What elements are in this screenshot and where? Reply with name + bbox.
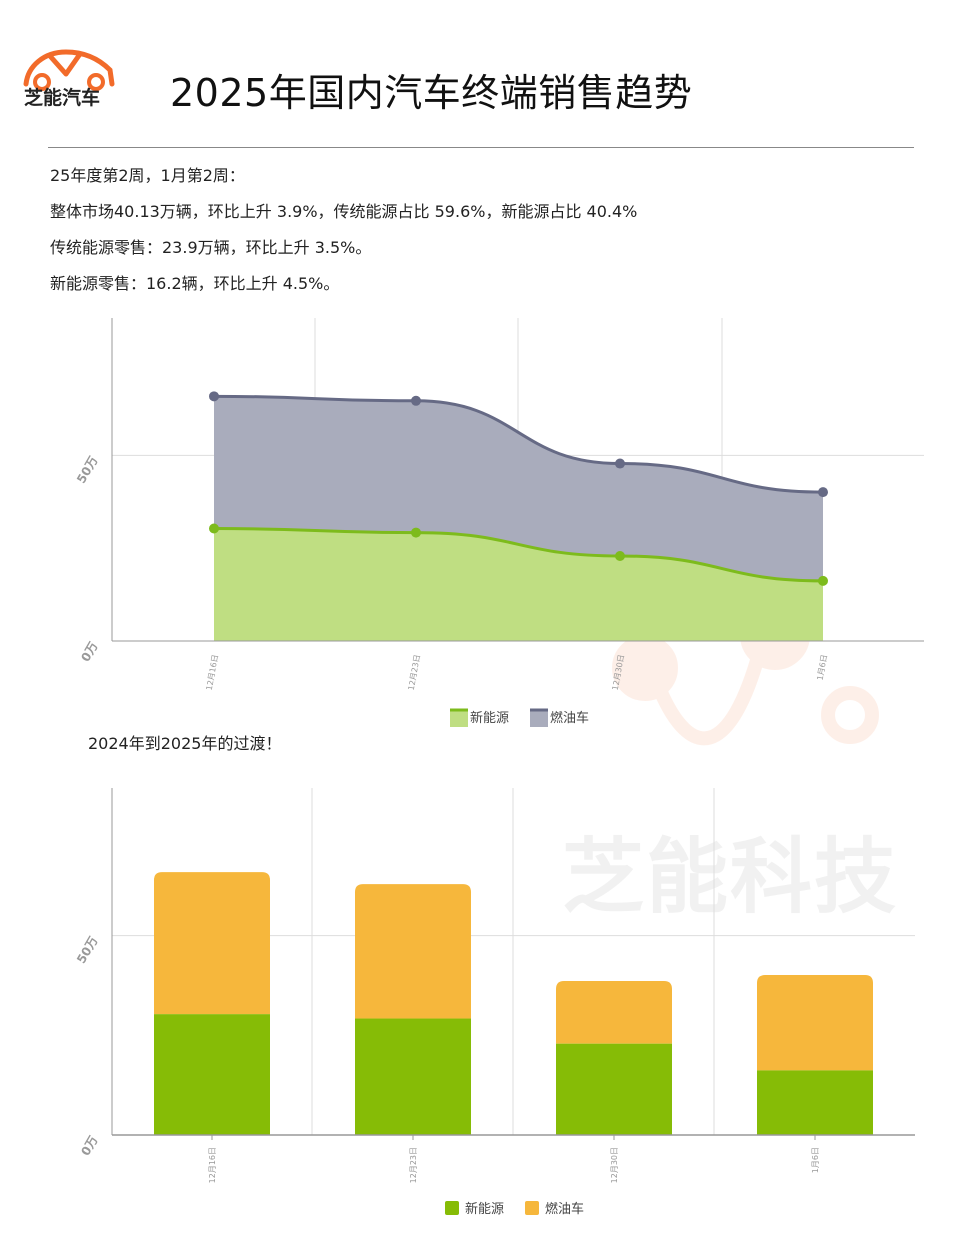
area-nev-point-0: [209, 523, 219, 534]
summary-line-3: 传统能源零售：23.9万辆，环比上升 3.5%。: [50, 238, 372, 257]
header-divider: [48, 147, 914, 148]
area-chart-lines: [213, 394, 824, 583]
bar-legend-label-nev: 新能源: [465, 1201, 504, 1217]
bar-ice-2: [556, 981, 672, 1044]
car-logo-icon: [23, 49, 115, 91]
bar-ytick-label-0: 0万: [78, 1134, 100, 1159]
page-title: 2025年国内汽车终端销售趋势: [170, 71, 693, 115]
bar-legend-swatch-nev: [445, 1201, 459, 1215]
header: 芝能汽车 2025年国内汽车终端销售趋势: [0, 0, 960, 140]
watermark-text: 芝能科技: [562, 830, 899, 925]
area-legend-swatch-nev: [450, 709, 468, 727]
bar-xtick-label-3: 1月6日: [811, 1147, 820, 1173]
bar-ice-1: [355, 884, 471, 1019]
bar-xtick-label-2: 12月30日: [610, 1147, 619, 1183]
area-nev-point-2: [615, 550, 625, 561]
bar-nev-3: [757, 1070, 873, 1135]
bar-nev-2: [556, 1043, 672, 1135]
bar-xtick-label-0: 12月16日: [208, 1147, 217, 1183]
area-ice-line: [213, 394, 824, 494]
area-legend-label-ice: 燃油车: [550, 710, 589, 726]
bar-nev-0: [154, 1014, 270, 1135]
bar-ice-3: [757, 975, 873, 1071]
summary-line-1: 25年度第2周，1月第2周：: [50, 166, 245, 185]
area-ice-point-2: [615, 458, 625, 469]
summary-block: 25年度第2周，1月第2周： 整体市场40.13万辆，环比上升 3.9%，传统能…: [50, 158, 637, 302]
summary-line-4: 新能源零售：16.2辆，环比上升 4.5%。: [50, 274, 340, 293]
area-ice-point-1: [411, 395, 421, 406]
area-nev-point-1: [411, 527, 421, 538]
area-nev-point-3: [818, 575, 828, 586]
area-chart-points: [209, 391, 828, 586]
bar-chart-legend: 新能源 燃油车: [445, 1201, 584, 1217]
area-nev-line: [213, 527, 824, 583]
area-xtick-label-3: 1月6日: [816, 654, 829, 681]
bar-legend-swatch-ice: [525, 1201, 539, 1215]
area-ice-point-3: [818, 487, 828, 498]
bar-ice-0: [154, 872, 270, 1015]
area-ice-point-0: [209, 391, 219, 402]
area-chart-fills: [214, 396, 823, 641]
summary-line-2: 整体市场40.13万辆，环比上升 3.9%，传统能源占比 59.6%，新能源占比…: [50, 202, 638, 221]
area-legend-label-nev: 新能源: [470, 710, 509, 726]
area-nev-fill: [214, 528, 823, 641]
area-legend-swatch-ice: [530, 709, 548, 727]
bar-legend-label-ice: 燃油车: [545, 1201, 584, 1217]
area-chart-legend: 新能源 燃油车: [450, 708, 589, 727]
section2-title: 2024年到2025年的过渡！: [88, 734, 282, 753]
logo-text: 芝能汽车: [24, 87, 101, 109]
bar-nev-1: [355, 1018, 471, 1135]
bar-ytick-label-1: 50万: [74, 934, 100, 966]
bar-xtick-label-1: 12月23日: [409, 1147, 418, 1183]
bar-chart-bars: [154, 872, 873, 1135]
